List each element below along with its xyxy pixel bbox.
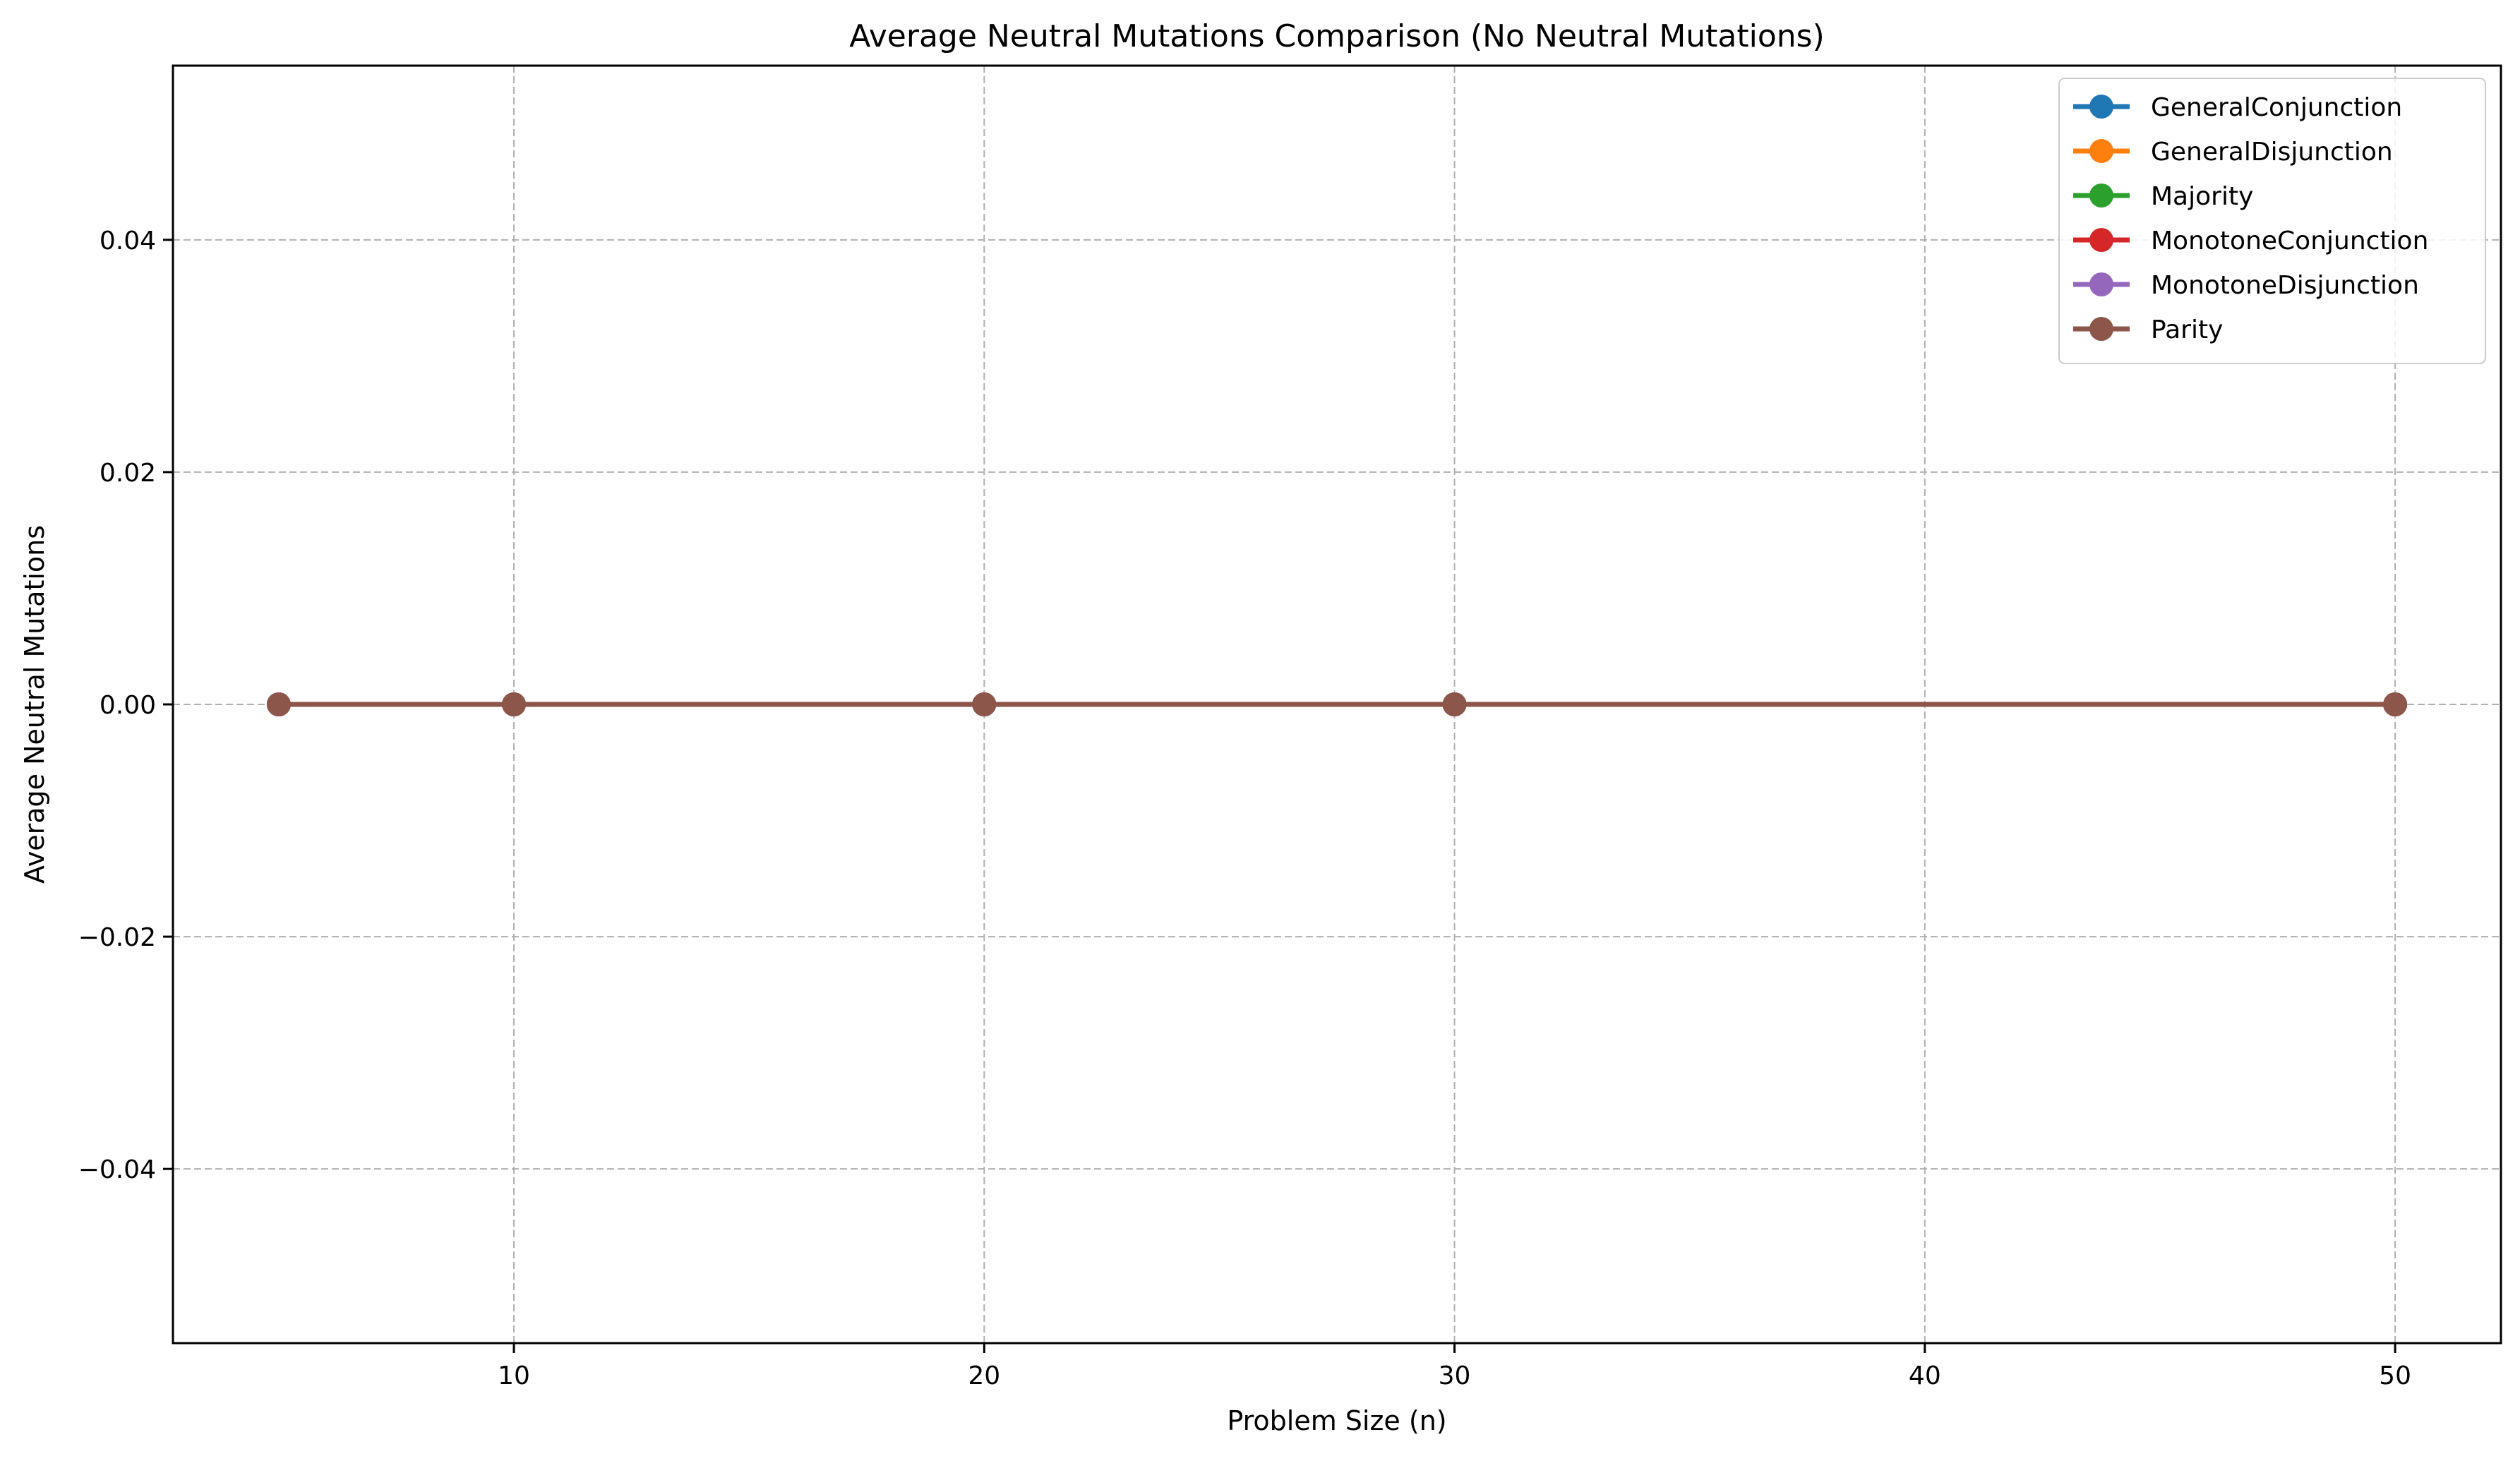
y-axis-label: Average Neutral Mutations (19, 525, 50, 884)
y-tick-label: −0.04 (78, 1155, 156, 1184)
x-tick-label: 40 (1909, 1361, 1941, 1390)
y-tick-label: 0.04 (100, 227, 156, 255)
legend-swatch-marker (2089, 139, 2113, 163)
x-tick-label: 50 (2379, 1361, 2411, 1390)
series-point (2383, 692, 2408, 716)
y-tick-label: 0.00 (100, 691, 156, 720)
legend-label: MonotoneConjunction (2151, 227, 2428, 255)
legend-label: Majority (2151, 182, 2253, 211)
legend-label: Parity (2151, 315, 2223, 344)
series-point (266, 692, 291, 716)
legend-swatch-marker (2089, 95, 2113, 119)
legend-label: GeneralConjunction (2151, 93, 2402, 122)
x-tick-label: 20 (968, 1361, 1000, 1390)
y-tick-label: −0.02 (78, 923, 156, 952)
legend-swatch-marker (2089, 228, 2113, 252)
legend-box (2058, 78, 2486, 364)
legend: GeneralConjunction GeneralDisjunction Majo… (2058, 78, 2486, 364)
series-point (972, 692, 997, 716)
x-tick-label: 10 (498, 1361, 530, 1390)
series-lines (266, 692, 2408, 716)
legend-label: GeneralDisjunction (2151, 138, 2393, 167)
axis-ticks: 10 20 30 40 50 −0.04 −0.02 0.00 0.02 0.04 (78, 227, 2411, 1390)
legend-swatch-marker (2089, 272, 2113, 296)
legend-swatch-marker (2089, 184, 2113, 208)
legend-swatch-marker (2089, 317, 2113, 341)
x-axis-label: Problem Size (n) (1227, 1405, 1446, 1436)
legend-label: MonotoneDisjunction (2151, 271, 2419, 300)
series-point (1442, 692, 1467, 716)
chart-title: Average Neutral Mutations Comparison (No… (849, 18, 1825, 54)
series-point (502, 692, 527, 716)
x-tick-label: 30 (1439, 1361, 1471, 1390)
y-tick-label: 0.02 (100, 459, 156, 488)
